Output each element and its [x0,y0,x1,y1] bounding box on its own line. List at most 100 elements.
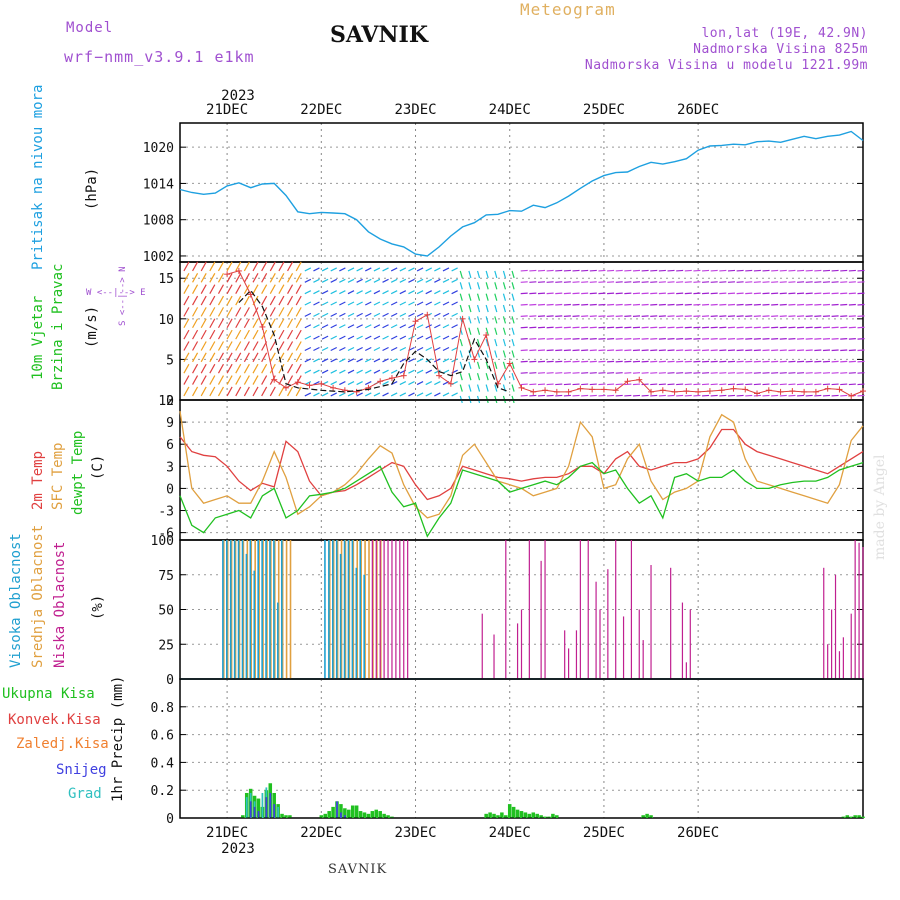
wind-arrow [537,315,546,317]
wind-arrow [771,349,779,352]
wind-arrow [814,326,822,329]
wind-arrow [555,349,563,352]
wind-arrow [347,381,355,386]
wind-arrow [831,372,839,374]
wind-arrow [321,278,329,283]
wind-arrow [693,349,701,352]
wind-arrow [745,303,753,306]
wind-arrow [589,360,597,363]
wind-arrow [278,386,285,397]
wind-arrow [546,394,554,397]
wind-arrow [511,293,515,301]
wind-arrow [762,360,770,363]
wind-arrow [235,375,242,385]
precip-bar-total [861,816,865,818]
wind-arrow [641,315,649,317]
wind-arrow [736,281,744,283]
wind-arrow [287,284,294,294]
wind-arrow [235,261,242,272]
wind-arrow [598,372,606,374]
wind-arrow [356,278,363,283]
wind-arrow [425,392,432,397]
wind-arrow [347,358,355,363]
wind-arrow [831,315,839,317]
wind-arrow [771,281,779,283]
wind-arrow [476,270,481,279]
y-tick-label: 0 [166,394,174,409]
wind-arrow [624,349,632,352]
wind-arrow [511,373,515,381]
wind-arrow [261,352,268,363]
y-tick-label: 5 [166,353,174,368]
wind-arrow [529,326,537,329]
wind-arrow [529,303,537,306]
wind-arrow [702,394,710,397]
wind-arrow [399,392,407,397]
wind-arrow [269,273,276,283]
wind-arrow [779,360,787,363]
precip-bar-total [378,811,382,818]
wind-arrow [434,278,441,283]
wind-arrow [745,394,753,397]
wind-arrow [390,346,398,352]
wind-arrow [831,349,839,352]
wind-arrow [183,386,190,397]
wind-arrow [831,394,839,397]
wind-arrow [667,338,675,340]
wind-arrow [243,284,250,294]
wind-arrow [641,269,649,272]
wind-arrow [278,318,285,329]
wind-arrow [779,315,787,317]
wind-arrow [459,361,463,370]
precip-bar-total [543,816,547,818]
wind-arrow [304,335,312,340]
wind-arrow [788,394,796,397]
wind-arrow [356,346,363,352]
wind-arrow [753,315,761,317]
wind-arrow [356,369,363,374]
wind-arrow [771,303,779,306]
wind-arrow [192,284,199,294]
wind-arrow [607,269,615,272]
wind-arrow [356,267,363,272]
precip-bar-total [374,809,379,818]
wind-arrow [676,303,684,306]
wind-arrow [650,292,658,295]
wind-arrow [442,324,450,329]
precip-bar-total [366,813,371,818]
wind-arrow [727,349,736,352]
wind-arrow [805,292,813,295]
t2m-line [179,428,864,501]
wind-arrow [295,363,302,374]
wind-arrow [365,346,372,352]
wind-arrow [753,326,761,329]
wind-arrow [857,383,865,386]
wind-arrow [546,372,554,374]
wind-arrow [546,281,554,283]
wind-arrow [537,372,546,374]
wind-arrow [615,269,623,272]
wind-arrow [313,301,320,306]
wind-arrow [442,278,450,283]
wind-arrow [459,384,463,392]
wind-arrow [365,369,372,374]
wind-arrow [442,290,450,295]
wind-arrow [684,281,692,283]
wind-arrow [408,301,415,306]
wind-arrow [753,338,761,340]
wind-arrow [650,360,658,363]
wind-arrow [684,269,692,272]
model-elevation-label: Nadmorska Visina u modelu 1221.99m [584,58,868,73]
wind-arrow [217,329,224,340]
wind-arrow [382,358,389,363]
wind-arrow [209,386,216,397]
precip-legend-snow: Snijeg [56,762,107,778]
wind-arrow [459,373,463,381]
precip-bar-total [535,813,539,818]
wind-arrow [702,372,710,374]
wind-arrow [736,349,744,352]
wind-arrow [650,394,658,397]
wind-arrow [382,369,389,374]
wind-arrow [494,316,498,324]
wind-arrow [537,326,546,329]
